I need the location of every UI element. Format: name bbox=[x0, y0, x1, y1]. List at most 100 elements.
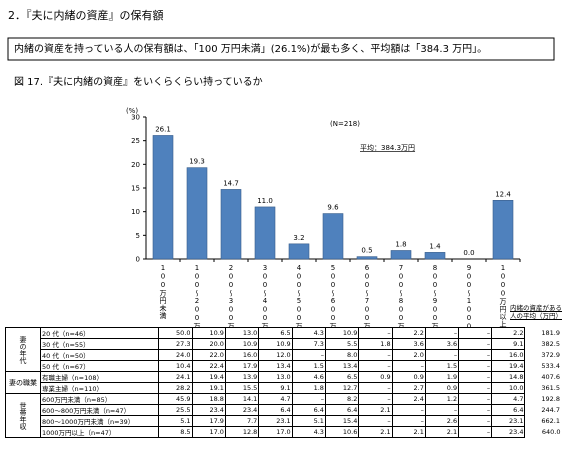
table-row: 800～1000万円未満（n=39） 5.1 17.9 7.7 23.1 5.1 15.4–… bbox=[6, 415, 565, 427]
row-label: 20 代（n=46） bbox=[39, 327, 160, 339]
cell: 0.9 bbox=[424, 382, 460, 394]
cell: 16.0 bbox=[491, 349, 526, 361]
row-label: 1000万円以上（n=47） bbox=[39, 426, 160, 438]
cell: – bbox=[358, 415, 393, 427]
table-row: 50 代（n=67） 10.4 22.4 17.9 13.4 1.5 13.4– –1.5–1… bbox=[6, 360, 565, 372]
cell: 2.7 bbox=[391, 382, 426, 394]
cell: 1.8 bbox=[291, 382, 326, 394]
cell: 4.7 bbox=[491, 393, 526, 405]
cell: 8.5 bbox=[158, 426, 193, 438]
row-label: 30 代（n=55） bbox=[39, 338, 160, 350]
cell: – bbox=[424, 349, 460, 361]
figure-title: 図 17.『夫に内緒の資産』をいくらくらい持っているか bbox=[14, 75, 263, 88]
cell: – bbox=[358, 349, 393, 361]
y-tick-label: 15 bbox=[131, 185, 140, 193]
cell: 45.9 bbox=[158, 393, 193, 405]
cell: 19.4 bbox=[491, 360, 526, 372]
cell: 10.9 bbox=[258, 338, 293, 350]
x-tick-label: 400～500万円未満 bbox=[295, 264, 303, 327]
cell: 12.0 bbox=[258, 349, 293, 361]
average: 662.1 bbox=[541, 417, 560, 425]
cell: – bbox=[458, 426, 493, 438]
cell: – bbox=[391, 415, 426, 427]
cell: 7.7 bbox=[224, 415, 260, 427]
value-label: 0.0 bbox=[463, 249, 474, 257]
x-tick-label: 500～600万円未満 bbox=[329, 264, 337, 327]
cell: 27.3 bbox=[158, 338, 193, 350]
cell: 5.1 bbox=[158, 415, 193, 427]
cell: 6.4 bbox=[258, 404, 293, 416]
cell: 3.6 bbox=[424, 338, 460, 350]
cell: 7.3 bbox=[291, 338, 326, 350]
cell: 23.1 bbox=[491, 415, 526, 427]
y-tick-label: 0 bbox=[136, 256, 140, 264]
average-header: 内緒の資産がある人の平均（万円） bbox=[510, 304, 562, 320]
cell: 4.6 bbox=[291, 371, 326, 383]
cell: 6.4 bbox=[291, 404, 326, 416]
cell: – bbox=[458, 349, 493, 361]
cell: 17.0 bbox=[191, 426, 226, 438]
cell: 8.0 bbox=[324, 349, 360, 361]
value-label: 26.1 bbox=[155, 125, 171, 133]
cell: 18.8 bbox=[191, 393, 226, 405]
cell: 4.3 bbox=[291, 426, 326, 438]
cell: 13.4 bbox=[324, 360, 360, 372]
cell: 2.2 bbox=[491, 327, 526, 339]
average: 533.4 bbox=[541, 362, 560, 370]
cell: – bbox=[358, 327, 393, 339]
cell: 2.1 bbox=[391, 426, 426, 438]
cell: 5.1 bbox=[291, 415, 326, 427]
cell: – bbox=[391, 360, 426, 372]
cell: – bbox=[458, 404, 493, 416]
cell: 13.9 bbox=[224, 371, 260, 383]
cell: – bbox=[458, 382, 493, 394]
row-label: 600～800万円未満（n=47） bbox=[39, 404, 160, 416]
cell: 23.4 bbox=[191, 404, 226, 416]
cell: 13.0 bbox=[258, 371, 293, 383]
row-label: 800～1000万円未満（n=39） bbox=[39, 415, 160, 427]
cell: 28.2 bbox=[158, 382, 193, 394]
row-label: 600万円未満（n=85） bbox=[39, 393, 160, 405]
bar bbox=[220, 189, 242, 260]
summary: 内緒の資産を持っている人の保有額は、「100 万円未満」(26.1%)が最も多く… bbox=[14, 42, 487, 55]
value-label: 0.5 bbox=[361, 247, 372, 255]
cell: 25.5 bbox=[158, 404, 193, 416]
value-label: 9.6 bbox=[327, 204, 339, 212]
cell: 6.4 bbox=[324, 404, 360, 416]
y-tick-label: 30 bbox=[131, 114, 140, 122]
x-tick-label: 1000万円以上 bbox=[499, 264, 507, 327]
cell: 2.2 bbox=[391, 327, 426, 339]
table-row: 30 代（n=55） 27.3 20.0 10.9 10.9 7.3 5.5 1.8 3.6 3.… bbox=[6, 338, 565, 350]
cell: 0.9 bbox=[358, 371, 393, 383]
cell: 17.9 bbox=[224, 360, 260, 372]
cell: 2.0 bbox=[391, 349, 426, 361]
x-tick-label: 200～300万円未満 bbox=[227, 264, 235, 327]
cell: 50.0 bbox=[158, 327, 193, 339]
summary-box bbox=[7, 37, 555, 61]
row-label: 有職主婦（n=108） bbox=[39, 371, 160, 383]
cell: – bbox=[358, 360, 393, 372]
bar bbox=[288, 243, 310, 260]
cell: 24.0 bbox=[158, 349, 193, 361]
bar bbox=[254, 206, 276, 260]
section-title: 2．『夫に内緒の資産』の保有額 bbox=[8, 8, 164, 22]
row-label: 50 代（n=67） bbox=[39, 360, 160, 372]
table-row: 600～800万円未満（n=47） 25.5 23.4 23.4 6.4 6.4 6.4 2.… bbox=[6, 404, 565, 416]
cell: 10.6 bbox=[324, 426, 360, 438]
cell: 6.5 bbox=[258, 327, 293, 339]
cell: 9.1 bbox=[491, 338, 526, 350]
cell: – bbox=[291, 349, 326, 361]
average: 640.0 bbox=[541, 428, 561, 436]
table-row: 妻の職業 有職主婦（n=108） 24.1 19.4 13.9 13.0 4.6 6.5 0.9… bbox=[5, 371, 565, 394]
cell: 16.0 bbox=[224, 349, 260, 361]
cell: 17.0 bbox=[258, 426, 293, 438]
row-label: 専業主婦（n=110） bbox=[39, 382, 160, 394]
cell: 6.4 bbox=[491, 404, 526, 416]
cell: 15.4 bbox=[324, 415, 360, 427]
average: 382.5 bbox=[541, 340, 560, 348]
average: 372.9 bbox=[541, 351, 560, 359]
cell: 1.5 bbox=[424, 360, 460, 372]
cell: 1.2 bbox=[424, 393, 460, 405]
cell: – bbox=[424, 404, 460, 416]
